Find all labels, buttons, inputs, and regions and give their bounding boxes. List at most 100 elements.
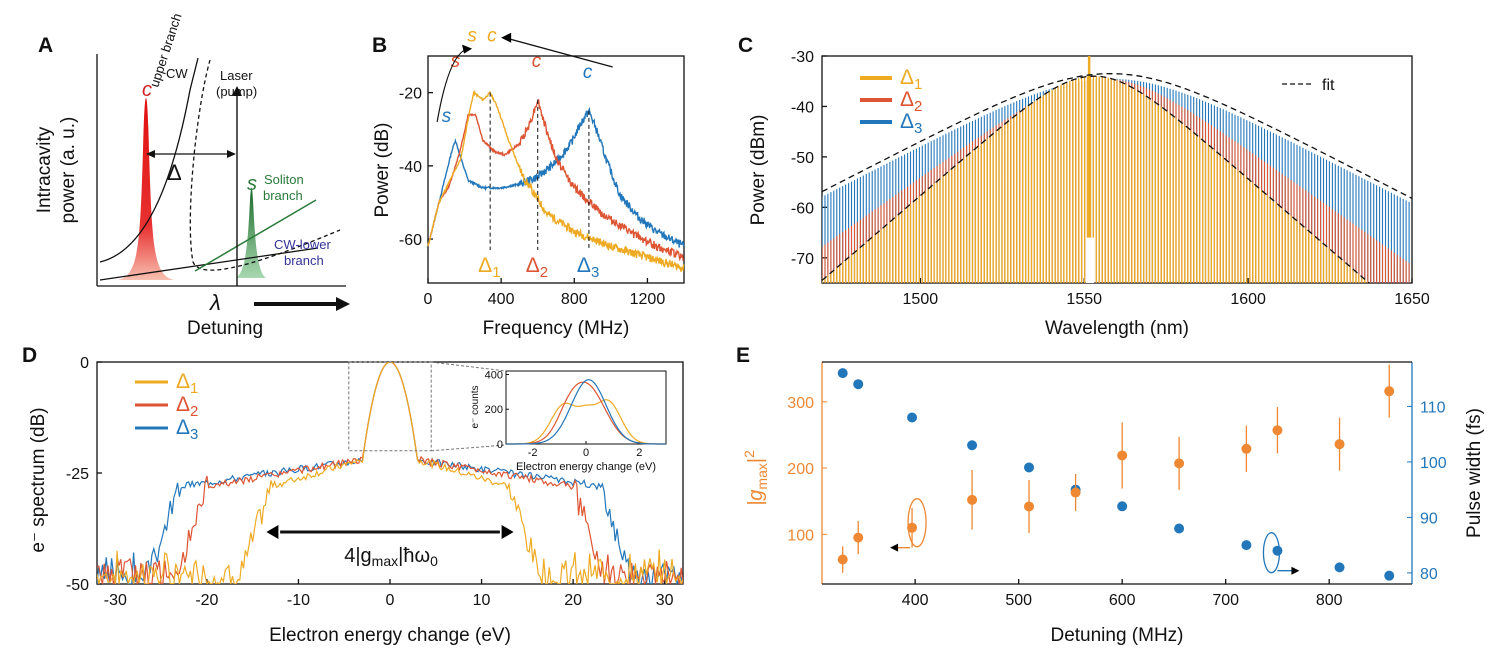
c-ytick-label: -60	[791, 200, 814, 217]
b-delta2-label-base: Δ	[526, 254, 540, 277]
c-legend-label-2: Δ2	[900, 88, 922, 115]
c-ylabel: Power (dBm)	[748, 115, 769, 226]
e-pulse-point-1	[837, 368, 848, 379]
d-xtick-label: 10	[473, 592, 491, 609]
d-inset-series-3	[506, 379, 666, 445]
d-ytick-label: 0	[80, 355, 89, 372]
b-delta2-label-sub: 2	[540, 264, 548, 281]
d-arrow-label-d: 0	[430, 553, 438, 569]
e-g2-point-6	[1070, 487, 1081, 498]
delta-label: Δ	[167, 160, 182, 185]
b-ytick-label: -20	[399, 86, 422, 103]
e-xtick-label: 600	[1109, 592, 1136, 609]
panel-a-xlabel: Detuning	[187, 318, 263, 339]
e-ytick-right-label: 80	[1420, 566, 1438, 583]
b-series-1	[427, 89, 685, 272]
b-series-2	[427, 99, 685, 262]
e-pulse-point-10	[1272, 545, 1283, 556]
b-delta2-label: Δ2	[526, 254, 548, 281]
b-straight-arrow-head	[501, 32, 512, 43]
b-xlabel: Frequency (MHz)	[483, 318, 630, 339]
e-ylabel-left-c: |	[745, 458, 767, 463]
b-sc-label-5: c	[583, 62, 593, 83]
d-arrow-label-a: 4|g	[344, 545, 371, 567]
e-g2-point-7	[1117, 450, 1128, 461]
d-legend-label-1-base: Δ	[176, 370, 190, 393]
c-xlabel: Wavelength (nm)	[1045, 318, 1189, 339]
c-pump-gap	[1085, 237, 1095, 283]
e-ylabel-left: |gmax|2	[741, 450, 770, 506]
d-plot-area	[97, 362, 683, 584]
b-xtick-label: 400	[488, 291, 515, 308]
delta-arrow-head-right	[227, 150, 236, 158]
e-g2-point-11	[1334, 439, 1345, 450]
panel-a-ylabel-1: Intracavity	[34, 126, 55, 213]
panel-a: A Intracavity power (a. u.) c s CW upper…	[34, 11, 350, 339]
panel-b-frame	[427, 55, 685, 284]
cw-lower-label: CW-lower	[274, 237, 331, 252]
c-legend-label-3: Δ3	[900, 110, 922, 137]
e-xlabel: Detuning (MHz)	[1050, 625, 1183, 646]
e-xtick-label: 500	[1005, 592, 1032, 609]
d-inset-frame	[505, 370, 667, 445]
b-curve-arrow-head	[462, 44, 473, 54]
b-delta1-label: Δ1	[478, 254, 500, 281]
b-sc-label-4: c	[532, 51, 542, 72]
d-width-arrow-right	[501, 525, 514, 539]
c-ytick-label: -50	[791, 150, 814, 167]
d-legend-label-2-base: Δ	[176, 393, 190, 416]
b-sc-label-2: s	[467, 25, 477, 46]
e-g2-point-1	[837, 554, 848, 565]
c-xtick-label: 1600	[1230, 291, 1266, 308]
c-fit-3	[822, 73, 1412, 199]
d-ylabel: e⁻ spectrum (dB)	[28, 407, 49, 552]
d-ytick-label: -50	[66, 577, 89, 594]
panel-a-label: A	[38, 34, 53, 57]
e-g2-point-12	[1384, 386, 1395, 397]
cw-lower-branch-curve	[99, 247, 319, 281]
c-plot-area	[822, 56, 1412, 283]
e-ylabel-left-a: |g	[745, 490, 767, 506]
d-xtick-label: 0	[386, 592, 395, 609]
cw-lower-branch-label: branch	[284, 253, 324, 268]
panel-e: E 400 500 600 700 800 100 200 300 80 90 100 110 Detun…	[736, 344, 1485, 646]
d-inset-xtick-label: 0	[583, 447, 589, 459]
e-right-indicator-loop	[1262, 532, 1281, 574]
e-xtick-label: 800	[1316, 592, 1343, 609]
d-inset-ytick-label: 200	[485, 404, 503, 416]
d-inset-ytick-label: 400	[485, 369, 503, 381]
e-pulse-point-9	[1241, 540, 1252, 551]
e-pulse-point-3	[907, 412, 918, 423]
cw-upper-branch-curve	[99, 57, 199, 263]
c-legend-label-1: Δ1	[900, 66, 922, 93]
detuning-arrow-head	[336, 297, 350, 311]
e-left-indicator-head	[890, 543, 899, 552]
e-g2-point-9	[1241, 443, 1252, 454]
d-legend-label-2: Δ2	[176, 393, 198, 420]
d-inset-xtick-label: 2	[636, 447, 642, 459]
e-ylabel-right: Pulse width (fs)	[1464, 408, 1485, 538]
e-g2-point-8	[1174, 458, 1185, 469]
d-zoom-box	[348, 361, 432, 452]
c-legend-label-2-base: Δ	[900, 88, 914, 111]
d-arrow-label: 4|gmax|ħω0	[344, 545, 438, 569]
e-ytick-left-label: 200	[787, 461, 814, 478]
panel-c-label: C	[738, 34, 753, 57]
soliton-branch-curve	[194, 199, 317, 272]
c-xtick-label: 1500	[903, 291, 939, 308]
d-legend-label-3-sub: 3	[190, 426, 198, 443]
d-series-1	[97, 362, 683, 584]
d-inset-ytick-label: 0	[497, 439, 503, 451]
e-left-indicator-loop	[907, 498, 927, 548]
d-inset-series-1	[506, 399, 666, 445]
d-zoom-line-2	[431, 444, 507, 452]
b-delta3-label-base: Δ	[577, 254, 591, 277]
c-legend-label-3-base: Δ	[900, 110, 914, 133]
c-comb-1	[822, 76, 1369, 283]
b-delta3-label-sub: 3	[591, 264, 599, 281]
c-legend-label-1-sub: 1	[914, 76, 922, 93]
pump-label: (pump)	[216, 84, 257, 99]
e-pulse-point-11	[1334, 562, 1345, 573]
d-legend-label-3: Δ3	[176, 416, 198, 443]
